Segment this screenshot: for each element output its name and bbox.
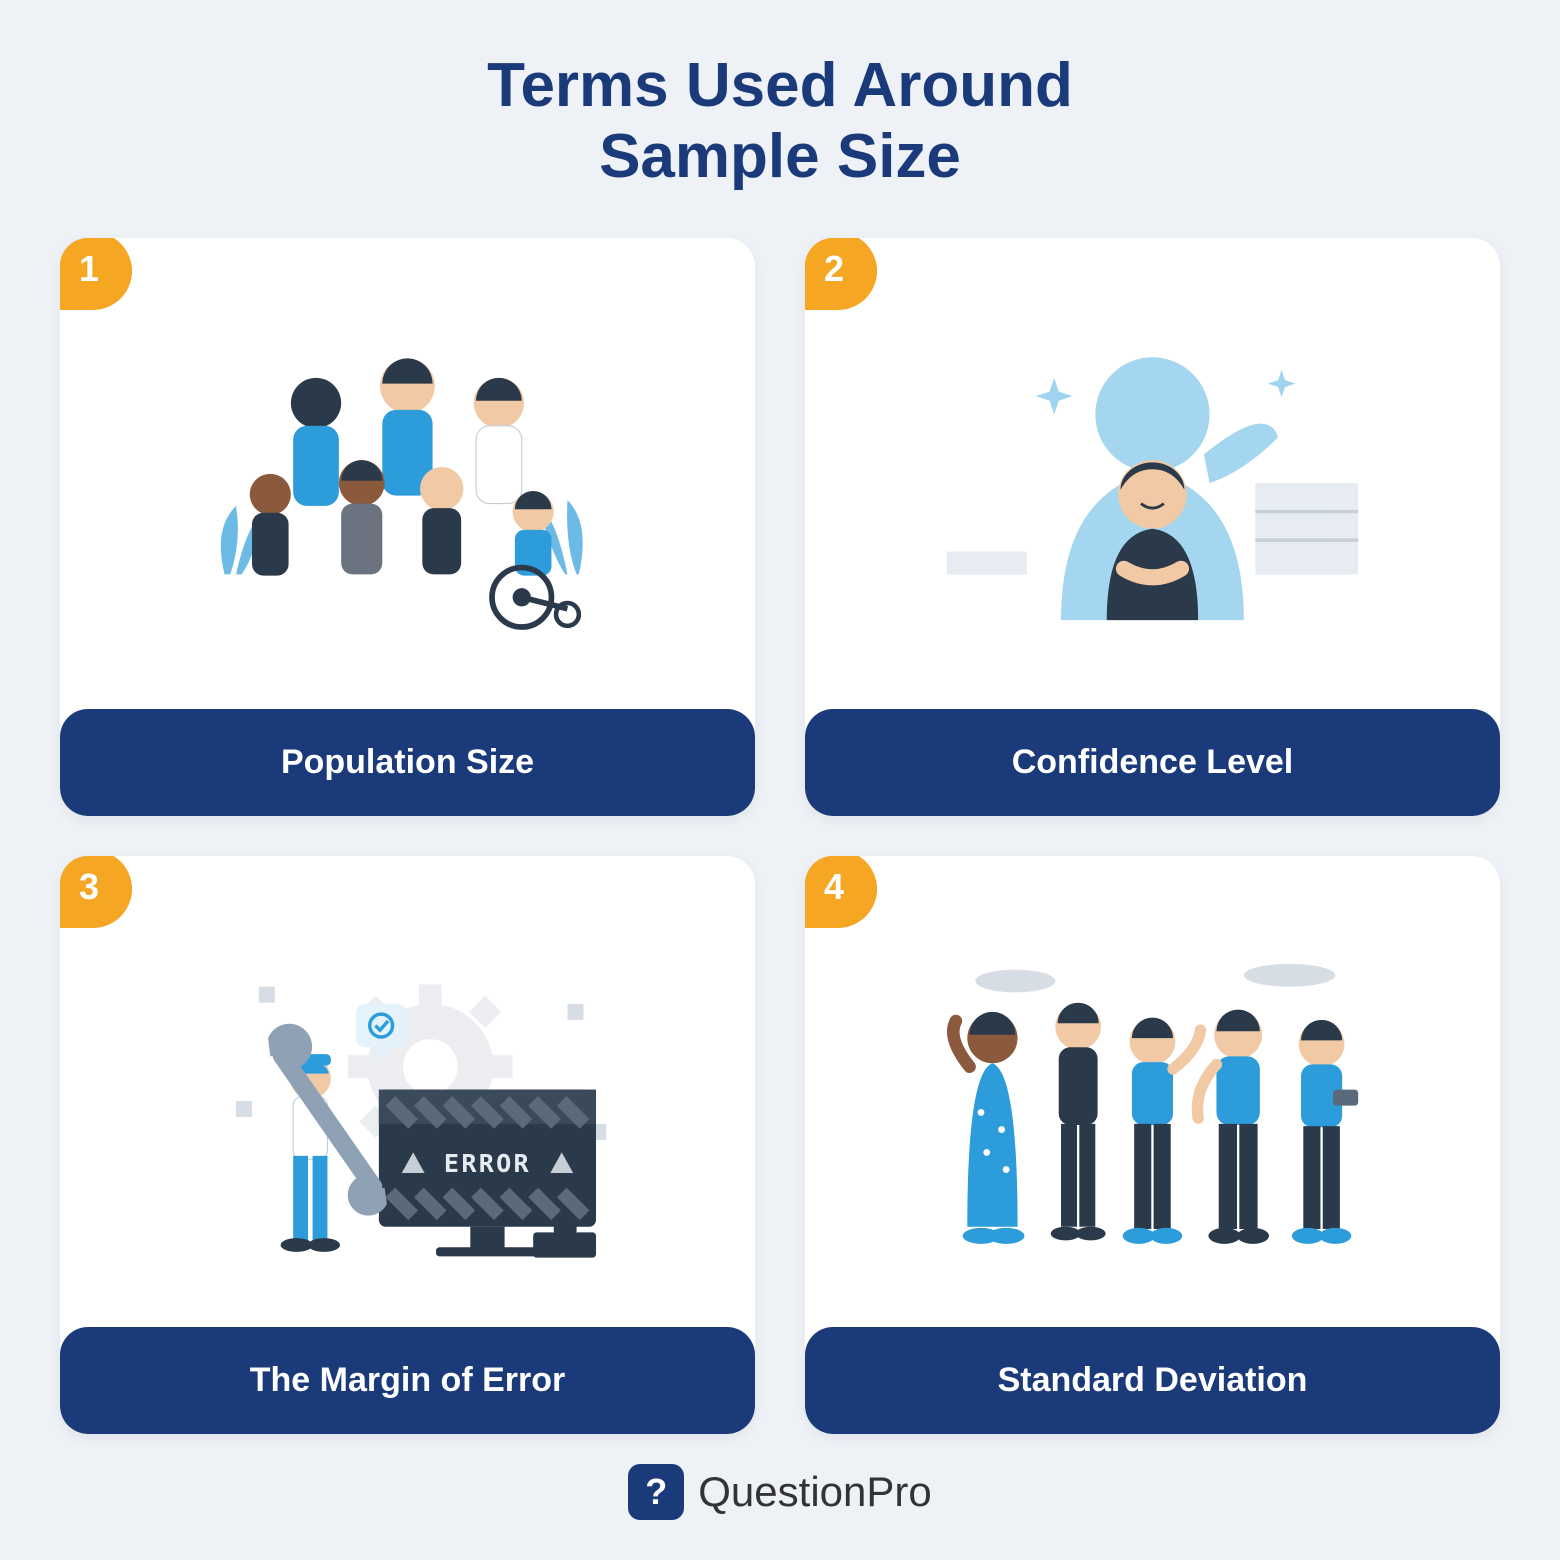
brand-part2: Pro (866, 1468, 931, 1515)
card-caption: Standard Deviation (805, 1327, 1500, 1434)
footer-brand: ? QuestionPro (60, 1464, 1500, 1520)
illustration-error: ERROR (60, 856, 755, 1327)
card-caption: The Margin of Error (60, 1327, 755, 1434)
logo-letter: ? (645, 1471, 667, 1513)
brand-logo-icon: ? (628, 1464, 684, 1520)
title-line-1: Terms Used Around (487, 51, 1073, 120)
badge-number: 4 (824, 866, 844, 908)
people-group-icon (152, 323, 663, 643)
card-population-size: 1 Pop (60, 238, 755, 816)
brand-name: QuestionPro (698, 1468, 931, 1516)
confident-person-icon (897, 323, 1408, 643)
badge-number: 2 (824, 248, 844, 290)
error-screen-icon: ERROR (152, 941, 663, 1261)
card-standard-deviation: 4 (805, 856, 1500, 1434)
badge-number: 1 (79, 248, 99, 290)
illustration-population (60, 238, 755, 709)
card-caption: Confidence Level (805, 709, 1500, 816)
card-confidence-level: 2 (805, 238, 1500, 816)
brand-part1: Question (698, 1468, 866, 1515)
page-title: Terms Used Around Sample Size (60, 50, 1500, 193)
illustration-deviation (805, 856, 1500, 1327)
cards-grid: 1 Pop (60, 238, 1500, 1434)
title-line-2: Sample Size (599, 122, 961, 191)
illustration-confidence (805, 238, 1500, 709)
error-text: ERROR (444, 1149, 531, 1178)
card-margin-of-error: 3 (60, 856, 755, 1434)
card-caption: Population Size (60, 709, 755, 816)
people-row-icon (897, 941, 1408, 1261)
badge-number: 3 (79, 866, 99, 908)
